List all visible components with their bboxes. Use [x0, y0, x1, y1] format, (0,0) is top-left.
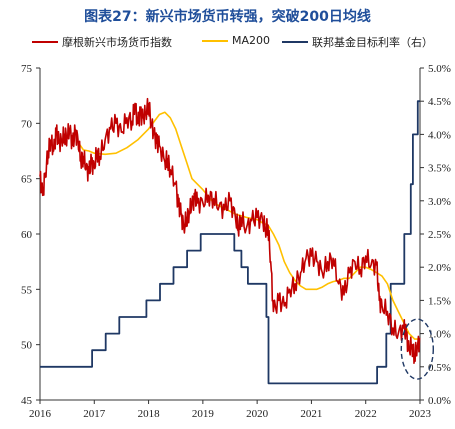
- y-left-tick-label: 55: [21, 284, 33, 296]
- series-line-index: [39, 97, 421, 365]
- y-left-tick-label: 50: [21, 340, 33, 352]
- y-right-tick-label: 3.5%: [428, 163, 451, 175]
- y-left-tick-label: 45: [21, 395, 33, 407]
- plot-area: [39, 97, 434, 385]
- y-right-tick-label: 4.0%: [428, 129, 451, 141]
- legend-label-rate: 联邦基金目标利率（右）: [312, 36, 433, 49]
- chart-title: 图表27：新兴市场货币转强，突破200日均线: [84, 9, 371, 25]
- legend: 摩根新兴市场货币指数 MA200 联邦基金目标利率（右）: [12, 34, 452, 54]
- y-left-tick-label: 70: [21, 118, 33, 130]
- y-right-tick-label: 1.0%: [428, 329, 451, 341]
- legend-swatch-index: [32, 41, 58, 43]
- y-left-tick-label: 65: [21, 174, 33, 186]
- y-right-tick-label: 3.0%: [428, 196, 451, 208]
- legend-swatch-rate: [282, 41, 308, 43]
- y-right-tick-label: 4.5%: [428, 96, 451, 108]
- x-tick-label: 2021: [300, 408, 322, 420]
- axes: 45 50 55 60 65 70 75 0.0% 0.5% 1.0% 1.5% 2.0% 2.5% 3.…: [21, 63, 451, 420]
- x-tick-label: 2019: [192, 408, 215, 420]
- y-right-tick-label: 2.5%: [428, 229, 451, 241]
- x-tick-label: 2023: [409, 408, 432, 420]
- x-tick-label: 2018: [138, 408, 161, 420]
- series-line-rate: [40, 100, 420, 385]
- annotation-ellipse: [400, 318, 434, 380]
- legend-item-index: 摩根新兴市场货币指数: [32, 34, 172, 50]
- legend-label-index: 摩根新兴市场货币指数: [62, 36, 172, 49]
- legend-item-rate: 联邦基金目标利率（右）: [282, 34, 433, 50]
- y-right-tick-label: 1.5%: [428, 295, 451, 307]
- x-tick-label: 2016: [29, 408, 52, 420]
- x-tick-label: 2017: [83, 408, 106, 420]
- y-left-tick-label: 75: [21, 63, 33, 75]
- y-right-tick-label: 5.0%: [428, 63, 451, 75]
- y-left-tick-label: 60: [21, 229, 33, 241]
- y-right-tick-label: 0.0%: [428, 395, 451, 407]
- y-right-tick-label: 0.5%: [428, 362, 451, 374]
- x-tick-label: 2022: [355, 408, 377, 420]
- legend-label-ma200: MA200: [232, 34, 271, 47]
- legend-swatch-ma200: [202, 39, 228, 42]
- y-right-tick-label: 2.0%: [428, 262, 451, 274]
- x-tick-label: 2020: [246, 408, 269, 420]
- legend-item-ma200: MA200: [202, 34, 270, 47]
